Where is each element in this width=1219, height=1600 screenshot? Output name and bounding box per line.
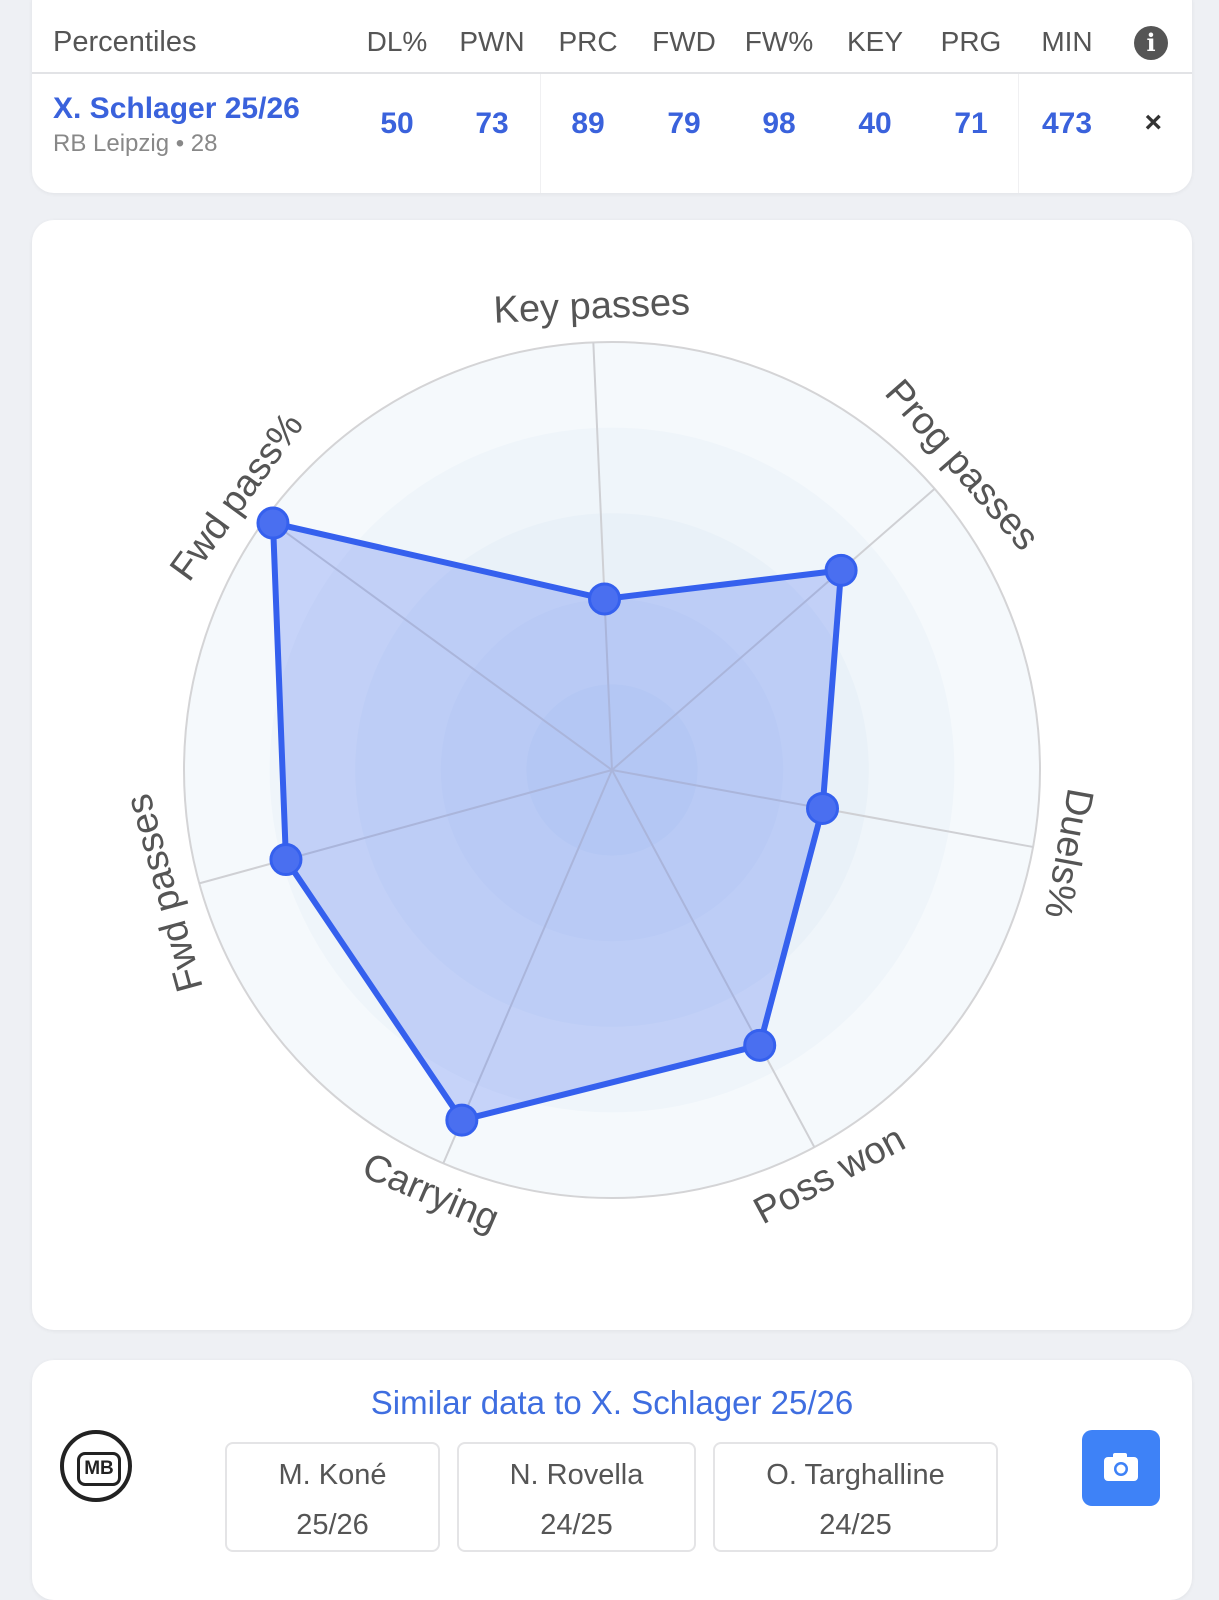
- axis-label: Duels%: [1036, 785, 1101, 921]
- radar-area: [269, 520, 845, 1124]
- data-point: [256, 506, 290, 540]
- similar-player-name: N. Rovella: [509, 1459, 644, 1491]
- divider: [1018, 74, 1019, 193]
- radar-spoke: [199, 769, 613, 885]
- col-pwn[interactable]: PWN: [459, 26, 525, 57]
- close-icon[interactable]: ×: [1144, 106, 1162, 139]
- radar-spoke: [592, 342, 613, 771]
- data-point: [806, 791, 840, 825]
- col-prc[interactable]: PRC: [558, 26, 618, 57]
- radar-spoke: [265, 517, 613, 771]
- data-point: [269, 843, 303, 877]
- similar-player-name: O. Targhalline: [766, 1459, 945, 1491]
- player-team: RB Leipzig • 28: [53, 130, 218, 157]
- camera-icon: [1104, 1453, 1138, 1481]
- similar-player-chip[interactable]: O. Targhalline 24/25: [713, 1442, 998, 1552]
- value-fwd: 79: [667, 107, 701, 140]
- screenshot-button[interactable]: [1082, 1430, 1160, 1506]
- radar-chart-card: Key passes Prog passes Duels% Poss won Carry…: [32, 220, 1192, 1330]
- percentiles-table: Percentiles DL% PWN PRC FWD FW% KEY PRG …: [32, 0, 1192, 193]
- logo-icon: MB: [60, 1430, 132, 1502]
- similar-player-chip[interactable]: N. Rovella 24/25: [457, 1442, 696, 1552]
- value-key: 40: [858, 107, 892, 140]
- similar-player-season: 24/25: [819, 1509, 892, 1541]
- radar-spoke: [611, 488, 936, 771]
- value-dl: 50: [380, 107, 414, 140]
- similar-players-card: Similar data to X. Schlager 25/26 MB M. …: [32, 1360, 1192, 1600]
- radar-spoke: [442, 769, 613, 1164]
- col-min[interactable]: MIN: [1041, 26, 1093, 57]
- value-prg: 71: [954, 107, 988, 140]
- radar-spoke: [611, 769, 816, 1148]
- similar-player-season: 24/25: [540, 1509, 613, 1541]
- similar-player-name: M. Koné: [278, 1459, 387, 1491]
- data-point: [743, 1028, 777, 1062]
- col-prg[interactable]: PRG: [940, 26, 1002, 57]
- data-point: [824, 553, 858, 587]
- logo-text: MB: [77, 1452, 121, 1486]
- divider: [540, 74, 541, 193]
- data-point: [445, 1103, 479, 1137]
- value-prc: 89: [571, 107, 605, 140]
- col-fwd[interactable]: FWD: [652, 26, 716, 57]
- table-title: Percentiles: [53, 26, 197, 58]
- col-key[interactable]: KEY: [846, 26, 904, 57]
- axis-label: Key passes: [493, 281, 691, 332]
- table-header: Percentiles DL% PWN PRC FWD FW% KEY PRG …: [32, 0, 1192, 74]
- info-icon[interactable]: i: [1134, 26, 1168, 60]
- col-dl[interactable]: DL%: [366, 26, 428, 57]
- similar-player-season: 25/26: [296, 1509, 369, 1541]
- similar-title: Similar data to X. Schlager 25/26: [370, 1384, 854, 1421]
- value-min: 473: [1041, 107, 1093, 140]
- col-fwp[interactable]: FW%: [744, 26, 814, 57]
- player-name[interactable]: X. Schlager 25/26: [53, 92, 300, 125]
- value-fwp: 98: [762, 107, 796, 140]
- value-pwn: 73: [475, 107, 509, 140]
- similar-player-chip[interactable]: M. Koné 25/26: [225, 1442, 440, 1552]
- data-point: [588, 582, 622, 616]
